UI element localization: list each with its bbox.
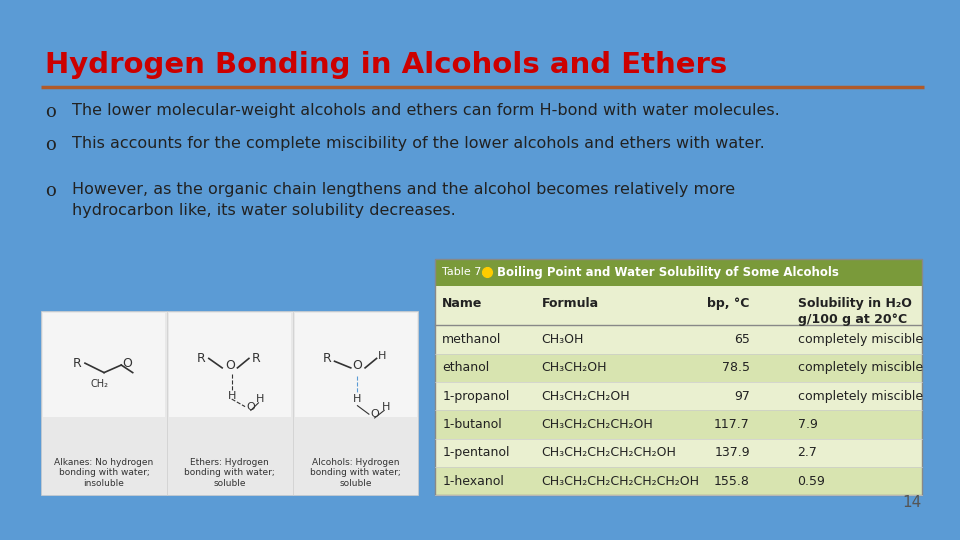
Text: O: O (371, 409, 379, 419)
Text: H: H (382, 402, 391, 411)
Text: methanol: methanol (443, 333, 502, 346)
Text: This accounts for the complete miscibility of the lower alcohols and ethers with: This accounts for the complete miscibili… (72, 136, 764, 151)
Text: 155.8: 155.8 (714, 475, 750, 488)
Text: Solubility in H₂O
g/100 g at 20°C: Solubility in H₂O g/100 g at 20°C (798, 297, 911, 326)
Text: completely miscible: completely miscible (798, 361, 923, 374)
Text: completely miscible: completely miscible (798, 390, 923, 403)
Text: CH₂: CH₂ (90, 379, 108, 389)
Bar (41, 311, 419, 496)
Text: 2.7: 2.7 (798, 447, 817, 460)
Text: R: R (197, 352, 205, 365)
Text: R: R (73, 356, 82, 370)
Text: H: H (378, 350, 387, 361)
Text: H: H (228, 391, 236, 401)
Text: o: o (45, 103, 56, 122)
Bar (435, 438, 922, 467)
Text: However, as the organic chain lengthens and the alcohol becomes relatively more: However, as the organic chain lengthens … (72, 181, 734, 197)
Bar (435, 354, 922, 382)
Text: H: H (353, 394, 362, 404)
Text: 97: 97 (734, 390, 750, 403)
Bar (435, 286, 922, 325)
Text: hydrocarbon like, its water solubility decreases.: hydrocarbon like, its water solubility d… (72, 202, 455, 218)
Text: 7.9: 7.9 (798, 418, 817, 431)
Bar (295, 313, 417, 417)
Text: 137.9: 137.9 (714, 447, 750, 460)
Text: Alcohols: Hydrogen
bonding with water;
soluble: Alcohols: Hydrogen bonding with water; s… (310, 458, 401, 488)
Bar (435, 259, 922, 496)
Text: 78.5: 78.5 (722, 361, 750, 374)
Text: 117.7: 117.7 (714, 418, 750, 431)
Text: 1-butanol: 1-butanol (443, 418, 502, 431)
Text: 1-pentanol: 1-pentanol (443, 447, 510, 460)
Text: o: o (45, 181, 56, 200)
Bar (435, 467, 922, 496)
Text: CH₃CH₂OH: CH₃CH₂OH (541, 361, 607, 374)
Text: CH₃CH₂CH₂CH₂OH: CH₃CH₂CH₂CH₂OH (541, 418, 654, 431)
Text: R: R (323, 352, 331, 365)
Text: Table 7.1: Table 7.1 (443, 267, 492, 278)
Text: 1-propanol: 1-propanol (443, 390, 510, 403)
Text: CH₃CH₂CH₂CH₂CH₂OH: CH₃CH₂CH₂CH₂CH₂OH (541, 447, 677, 460)
Text: The lower molecular-weight alcohols and ethers can form H-bond with water molecu: The lower molecular-weight alcohols and … (72, 103, 780, 118)
Text: O: O (225, 359, 235, 372)
Text: R: R (252, 352, 261, 365)
Text: O: O (352, 359, 362, 372)
Text: completely miscible: completely miscible (798, 333, 923, 346)
Text: 1-hexanol: 1-hexanol (443, 475, 504, 488)
Text: O: O (122, 356, 132, 370)
Text: 0.59: 0.59 (798, 475, 826, 488)
Text: o: o (45, 136, 56, 154)
Text: H: H (256, 394, 265, 404)
Text: CH₃CH₂CH₂OH: CH₃CH₂CH₂OH (541, 390, 630, 403)
Text: Hydrogen Bonding in Alcohols and Ethers: Hydrogen Bonding in Alcohols and Ethers (45, 51, 728, 79)
Text: bp, °C: bp, °C (708, 297, 750, 310)
Text: Alkanes: No hydrogen
bonding with water;
insoluble: Alkanes: No hydrogen bonding with water;… (55, 458, 154, 488)
Bar (435, 382, 922, 410)
Bar (435, 325, 922, 354)
Text: Ethers: Hydrogen
bonding with water;
soluble: Ethers: Hydrogen bonding with water; sol… (184, 458, 276, 488)
Bar (435, 410, 922, 438)
Text: Formula: Formula (541, 297, 599, 310)
Text: CH₃CH₂CH₂CH₂CH₂CH₂OH: CH₃CH₂CH₂CH₂CH₂CH₂OH (541, 475, 700, 488)
Text: 14: 14 (902, 495, 922, 510)
Bar (43, 313, 165, 417)
Text: Name: Name (443, 297, 483, 310)
Text: CH₃OH: CH₃OH (541, 333, 584, 346)
Text: Boiling Point and Water Solubility of Some Alcohols: Boiling Point and Water Solubility of So… (496, 266, 839, 279)
Text: O: O (247, 402, 255, 411)
Text: ethanol: ethanol (443, 361, 490, 374)
Bar (169, 313, 291, 417)
Bar (435, 259, 922, 286)
Text: 65: 65 (734, 333, 750, 346)
